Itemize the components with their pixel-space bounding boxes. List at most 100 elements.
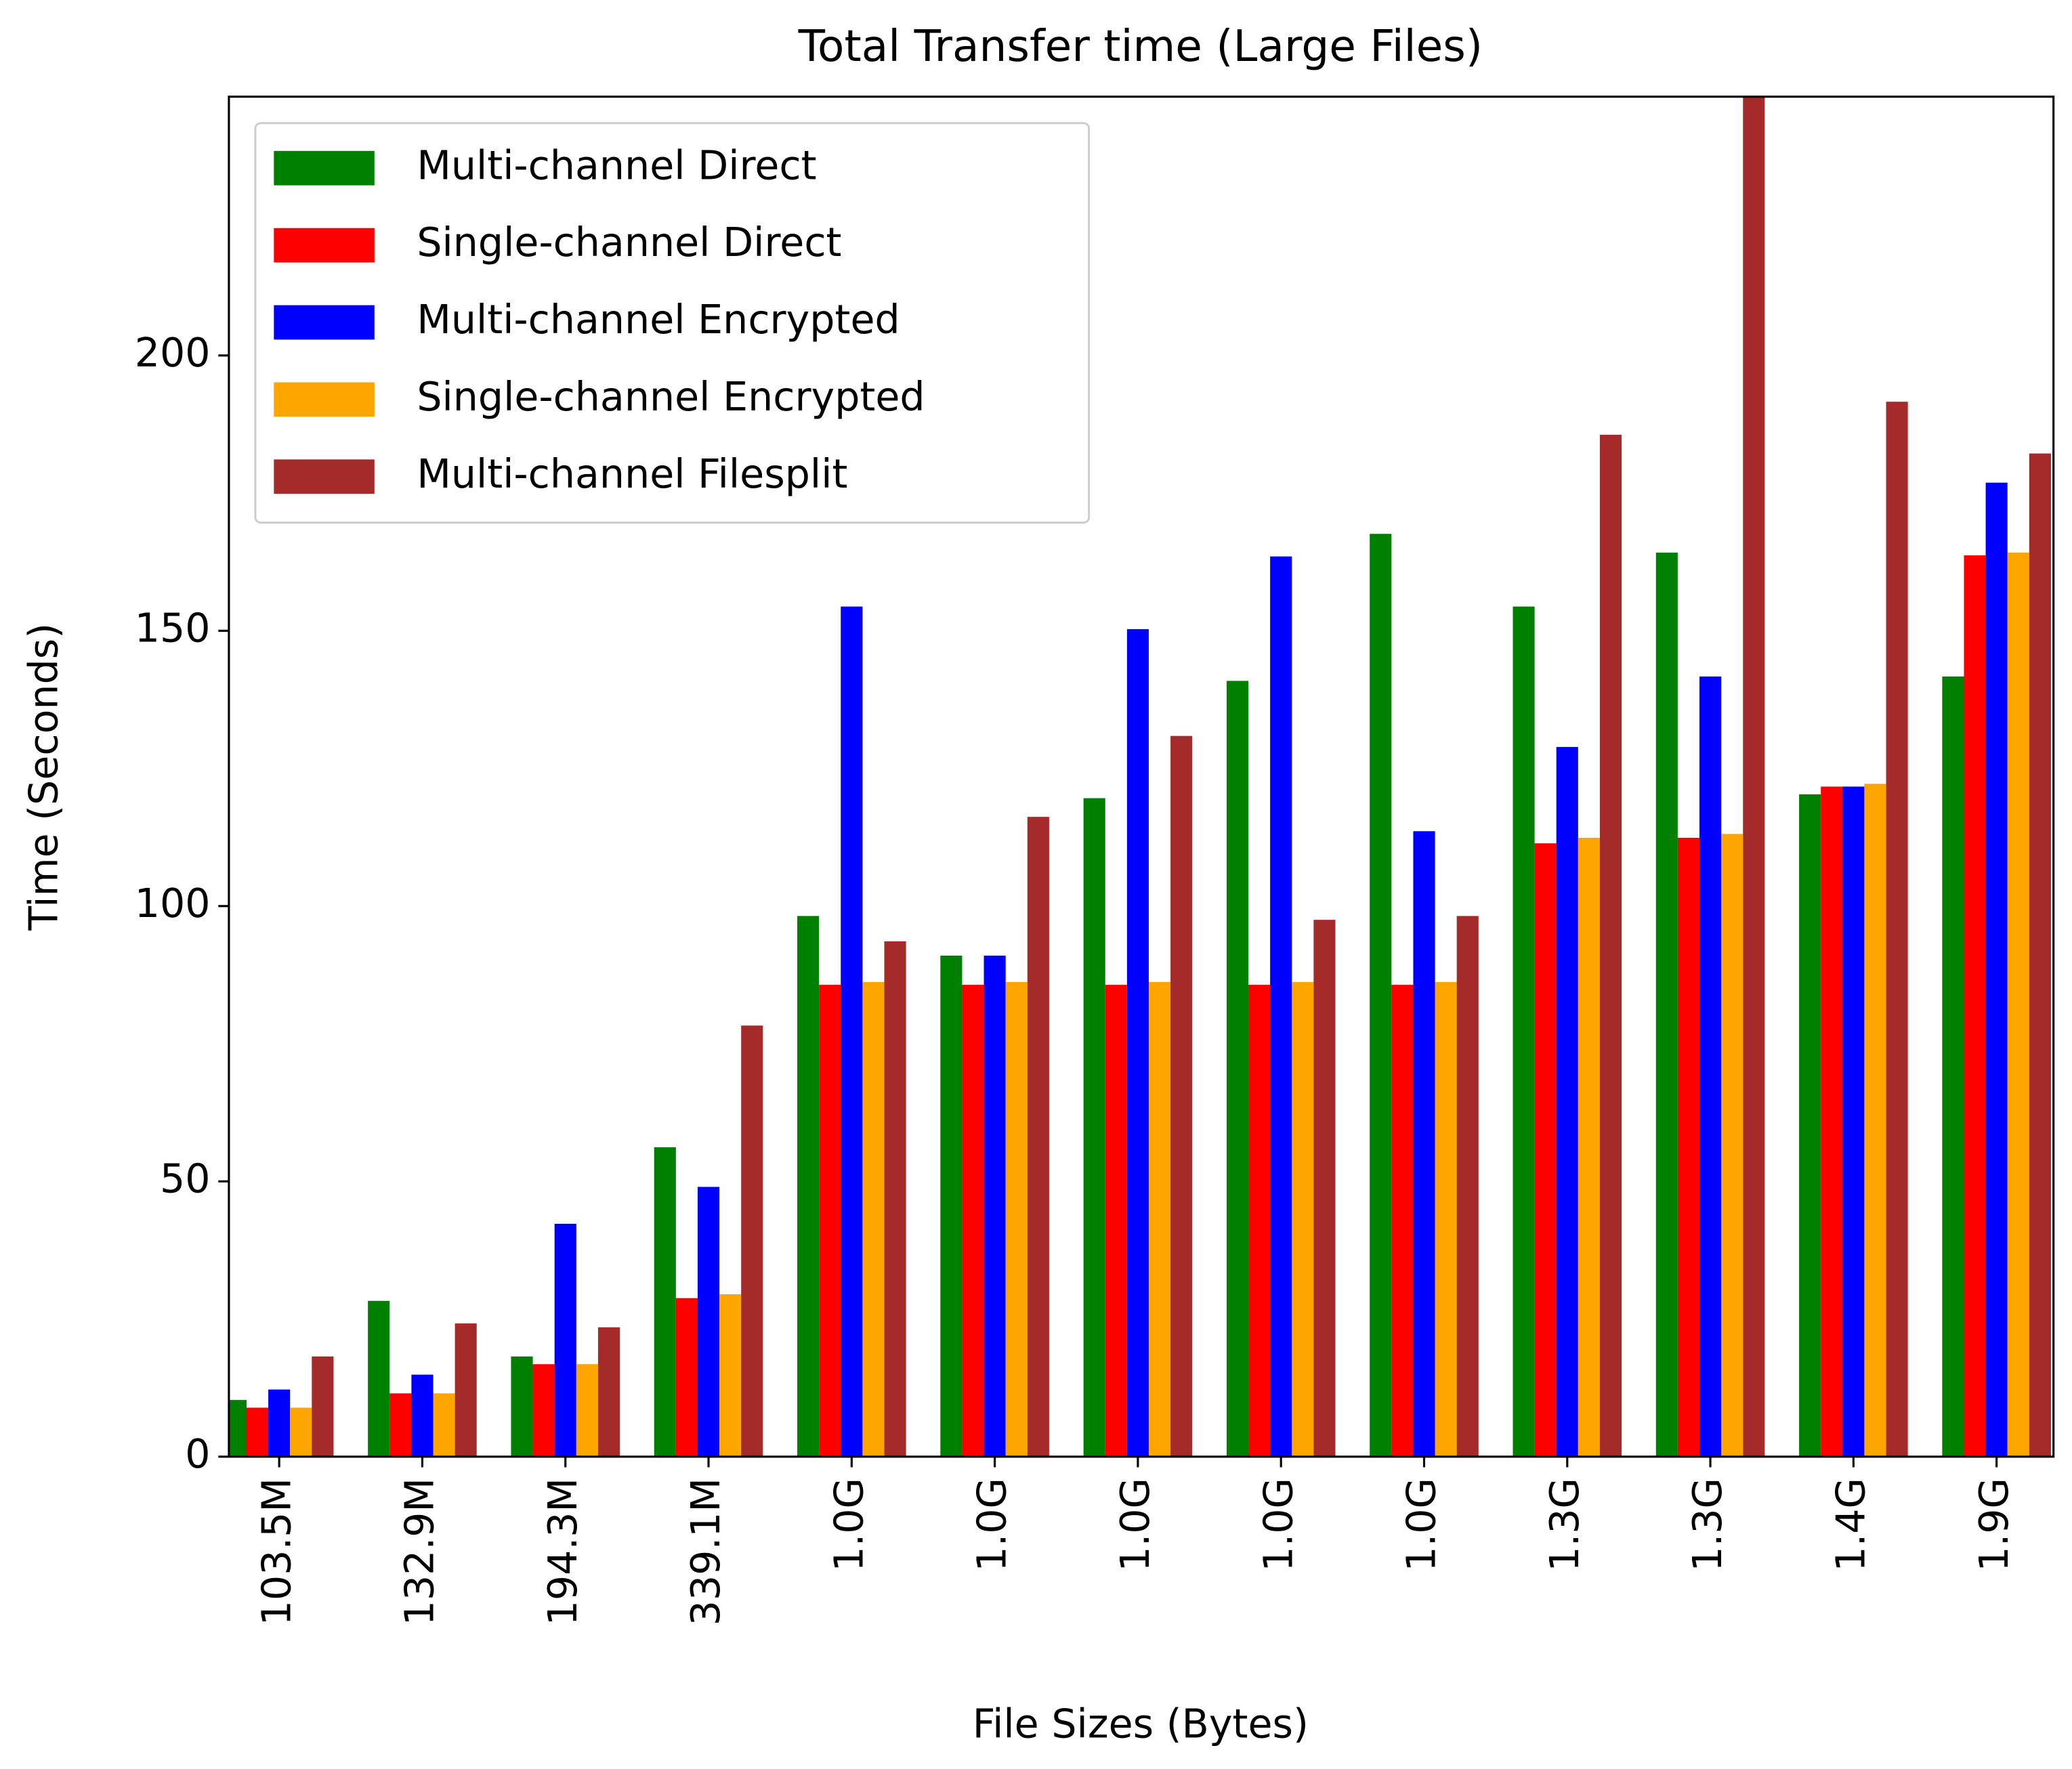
- bar: [984, 956, 1006, 1457]
- bar: [1743, 96, 1765, 1457]
- bar: [654, 1147, 676, 1457]
- legend-label: Multi-channel Direct: [417, 142, 816, 188]
- chart-title: Total Transfer time (Large Files): [798, 21, 1483, 72]
- x-tick-label: 194.3M: [540, 1478, 586, 1625]
- bar: [1721, 834, 1743, 1457]
- bar: [511, 1356, 533, 1457]
- bar: [1270, 556, 1292, 1457]
- legend-label: Multi-channel Encrypted: [417, 297, 900, 343]
- legend-swatch: [274, 150, 375, 186]
- bar: [797, 916, 820, 1457]
- bar: [389, 1393, 412, 1457]
- bar: [741, 1025, 763, 1457]
- bar: [1126, 628, 1149, 1457]
- bar: [1226, 681, 1249, 1457]
- bar: [1699, 676, 1722, 1457]
- x-tick-label: 1.3G: [1542, 1478, 1588, 1572]
- bar: [1964, 555, 1986, 1457]
- bar: [884, 941, 906, 1457]
- bar: [433, 1393, 455, 1457]
- bar: [290, 1407, 312, 1457]
- bar: [1413, 831, 1435, 1457]
- legend-swatch: [274, 305, 375, 340]
- bar: [1083, 798, 1105, 1457]
- legend-label: Multi-channel Filesplit: [417, 451, 847, 497]
- x-tick-label: 1.4G: [1827, 1478, 1874, 1572]
- bar: [368, 1300, 390, 1457]
- axes-frame: [228, 95, 2055, 1458]
- bar: [719, 1294, 742, 1457]
- bar: [1391, 985, 1414, 1457]
- bar: [1677, 838, 1700, 1457]
- bar: [554, 1223, 576, 1457]
- plot-area: [228, 96, 2051, 1457]
- bar: [1148, 982, 1171, 1457]
- bar: [1370, 534, 1392, 1457]
- bar: [841, 606, 863, 1457]
- bar: [1435, 982, 1457, 1457]
- bar: [1942, 676, 1964, 1457]
- bar: [1821, 786, 1843, 1457]
- y-tick-label: 100: [135, 880, 211, 926]
- y-tick-label: 0: [185, 1431, 210, 1477]
- bar: [411, 1374, 434, 1457]
- x-tick-label: 132.9M: [397, 1478, 443, 1625]
- x-tick-label: 1.0G: [1255, 1478, 1301, 1572]
- legend-label: Single-channel Encrypted: [417, 374, 925, 420]
- bar: [228, 1400, 247, 1457]
- bar: [1027, 817, 1049, 1457]
- x-tick-label: 1.0G: [1399, 1478, 1445, 1572]
- bar: [454, 1323, 477, 1457]
- bar: [1842, 786, 1865, 1457]
- bar: [246, 1407, 269, 1457]
- bar: [962, 985, 984, 1457]
- x-tick-label: 1.9G: [1971, 1478, 2017, 1572]
- bar: [1456, 916, 1479, 1457]
- bar: [1105, 985, 1127, 1457]
- bar: [1534, 843, 1557, 1457]
- bar: [675, 1298, 698, 1457]
- bar: [1578, 838, 1600, 1457]
- x-tick-label: 1.0G: [1112, 1478, 1158, 1572]
- bar: [1556, 746, 1578, 1457]
- bar: [1985, 482, 2008, 1457]
- bar: [532, 1364, 555, 1457]
- legend-swatch: [274, 459, 375, 494]
- y-axis-label: Time (Seconds): [20, 623, 66, 931]
- x-tick-label: 1.0G: [826, 1478, 872, 1572]
- legend: Multi-channel Direct Single-channel Direc…: [254, 122, 1091, 524]
- bar: [1799, 794, 1821, 1457]
- bar: [2029, 453, 2051, 1457]
- bar: [1655, 552, 1678, 1457]
- bar: [576, 1364, 598, 1457]
- bar: [1170, 736, 1193, 1457]
- bar: [268, 1389, 291, 1457]
- bar: [312, 1356, 334, 1457]
- x-axis-label: File Sizes (Bytes): [973, 1701, 1309, 1747]
- bar: [819, 985, 841, 1457]
- bar: [1313, 920, 1336, 1457]
- x-tick-label: 339.1M: [683, 1478, 729, 1625]
- x-tick-label: 1.3G: [1685, 1478, 1731, 1572]
- bar: [1599, 434, 1622, 1457]
- bar: [2007, 552, 2029, 1457]
- bar: [1886, 402, 1908, 1457]
- bar: [1248, 985, 1271, 1457]
- bar: [940, 956, 963, 1457]
- x-tick-label: 103.5M: [253, 1478, 299, 1625]
- y-tick-label: 200: [135, 330, 211, 376]
- x-tick-label: 1.0G: [969, 1478, 1015, 1572]
- bar: [1005, 982, 1028, 1457]
- legend-swatch: [274, 228, 375, 263]
- bar: [862, 982, 885, 1457]
- bar: [1513, 606, 1535, 1457]
- bar: [697, 1187, 720, 1457]
- bar: [1864, 784, 1886, 1457]
- bar: [1292, 982, 1314, 1457]
- legend-swatch: [274, 382, 375, 417]
- y-tick-label: 150: [135, 605, 211, 651]
- bar: [597, 1327, 620, 1457]
- legend-label: Single-channel Direct: [417, 219, 841, 265]
- legend-box: [254, 122, 1091, 524]
